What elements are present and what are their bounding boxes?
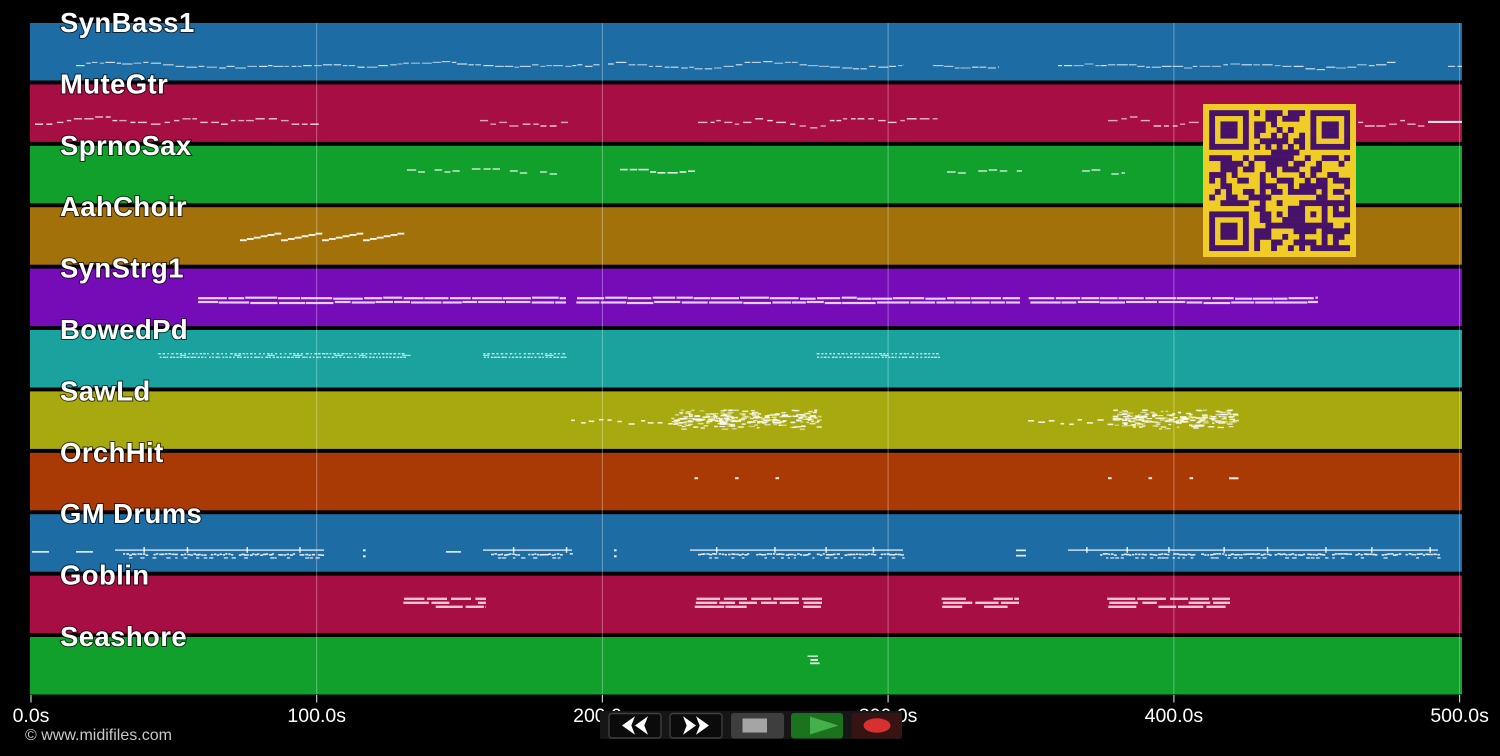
svg-text:100.0s: 100.0s bbox=[287, 705, 346, 727]
svg-text:SynBass1: SynBass1 bbox=[60, 7, 195, 38]
svg-text:Seashore: Seashore bbox=[60, 621, 187, 652]
svg-text:OrchHit: OrchHit bbox=[60, 437, 164, 468]
svg-text:BowedPd: BowedPd bbox=[60, 314, 188, 345]
svg-text:500.0s: 500.0s bbox=[1430, 705, 1489, 727]
svg-text:SprnoSax: SprnoSax bbox=[60, 130, 192, 161]
svg-text:AahChoir: AahChoir bbox=[60, 191, 187, 222]
svg-text:SynStrg1: SynStrg1 bbox=[60, 253, 184, 284]
svg-text:Goblin: Goblin bbox=[60, 560, 149, 591]
svg-text:© www.midifiles.com: © www.midifiles.com bbox=[25, 727, 172, 744]
svg-text:400.0s: 400.0s bbox=[1145, 705, 1204, 727]
svg-text:SawLd: SawLd bbox=[60, 375, 151, 406]
svg-text:MuteGtr: MuteGtr bbox=[60, 68, 168, 99]
svg-text:0.0s: 0.0s bbox=[13, 705, 50, 727]
svg-text:GM Drums: GM Drums bbox=[60, 498, 202, 529]
